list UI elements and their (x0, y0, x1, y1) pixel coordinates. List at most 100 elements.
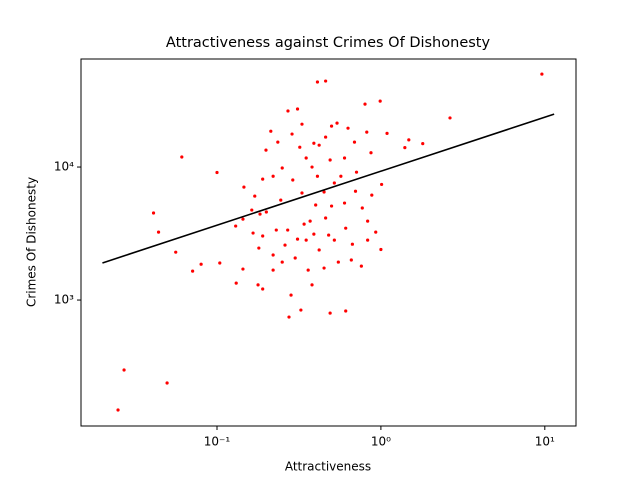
point (365, 130, 369, 134)
point (156, 230, 161, 234)
point (378, 99, 382, 103)
point (379, 247, 383, 252)
point (295, 107, 300, 111)
y-tick-label: 10⁴ (54, 160, 74, 174)
point (317, 248, 321, 252)
point (366, 219, 370, 223)
x-tick-label: 10¹ (535, 435, 555, 449)
point (287, 315, 291, 319)
point (370, 193, 374, 197)
point (283, 243, 287, 247)
point (322, 266, 326, 270)
point (342, 201, 347, 205)
point (271, 253, 275, 257)
point (258, 212, 262, 216)
point (339, 174, 343, 178)
point (369, 151, 373, 155)
point (306, 268, 310, 272)
point (304, 238, 308, 242)
point (241, 267, 245, 271)
point (324, 216, 328, 220)
point (312, 141, 316, 145)
point (344, 309, 348, 313)
point (191, 269, 195, 273)
point (349, 258, 353, 262)
point (180, 155, 184, 159)
point (314, 203, 318, 207)
point (385, 131, 389, 136)
point (324, 135, 328, 139)
point (286, 228, 290, 232)
point (257, 246, 261, 250)
point (359, 264, 363, 268)
point (304, 156, 308, 160)
point (299, 308, 303, 312)
x-tick-label: 10⁻¹ (204, 435, 231, 449)
point (280, 166, 284, 170)
chart-title: Attractiveness against Crimes Of Dishone… (166, 35, 491, 51)
point (298, 145, 302, 149)
point (165, 381, 169, 385)
point (300, 122, 304, 126)
point (251, 231, 255, 235)
point (234, 224, 238, 228)
point (403, 146, 407, 150)
point (151, 211, 156, 215)
point (279, 198, 283, 202)
point (274, 228, 278, 232)
point (310, 165, 314, 169)
point (122, 368, 126, 372)
point (342, 156, 347, 160)
point (329, 124, 334, 128)
point (199, 262, 203, 266)
fit-line (102, 113, 555, 264)
point (448, 116, 452, 120)
point (344, 226, 348, 230)
point (366, 238, 370, 242)
point (289, 293, 293, 297)
point (241, 217, 245, 221)
point (360, 206, 364, 210)
point (116, 408, 120, 412)
point (346, 126, 350, 130)
point (354, 170, 359, 174)
point (315, 80, 320, 84)
point (332, 238, 336, 242)
point (234, 281, 238, 285)
point (218, 261, 222, 265)
point (380, 182, 384, 187)
point (322, 190, 326, 194)
point (332, 181, 336, 185)
point (261, 287, 265, 291)
point (293, 256, 297, 260)
point (407, 138, 411, 142)
point (328, 158, 332, 162)
y-axis-label: Crimes Of Dishonesty (25, 177, 39, 307)
point (295, 237, 300, 241)
point (312, 232, 316, 236)
point (174, 250, 178, 254)
point (353, 189, 358, 193)
point (264, 148, 268, 152)
point (327, 233, 331, 237)
point (269, 129, 273, 133)
point (261, 177, 265, 181)
point (302, 222, 306, 226)
point (300, 191, 304, 195)
point (324, 79, 328, 83)
point (215, 170, 219, 175)
point (352, 140, 357, 144)
point (363, 102, 367, 106)
point (421, 142, 425, 146)
point (264, 210, 268, 214)
point (335, 121, 339, 125)
point (540, 72, 544, 76)
point (374, 230, 378, 234)
point (317, 143, 321, 147)
point (271, 268, 275, 272)
point (336, 260, 340, 264)
point (328, 311, 332, 315)
x-axis-label: Attractiveness (285, 460, 371, 474)
